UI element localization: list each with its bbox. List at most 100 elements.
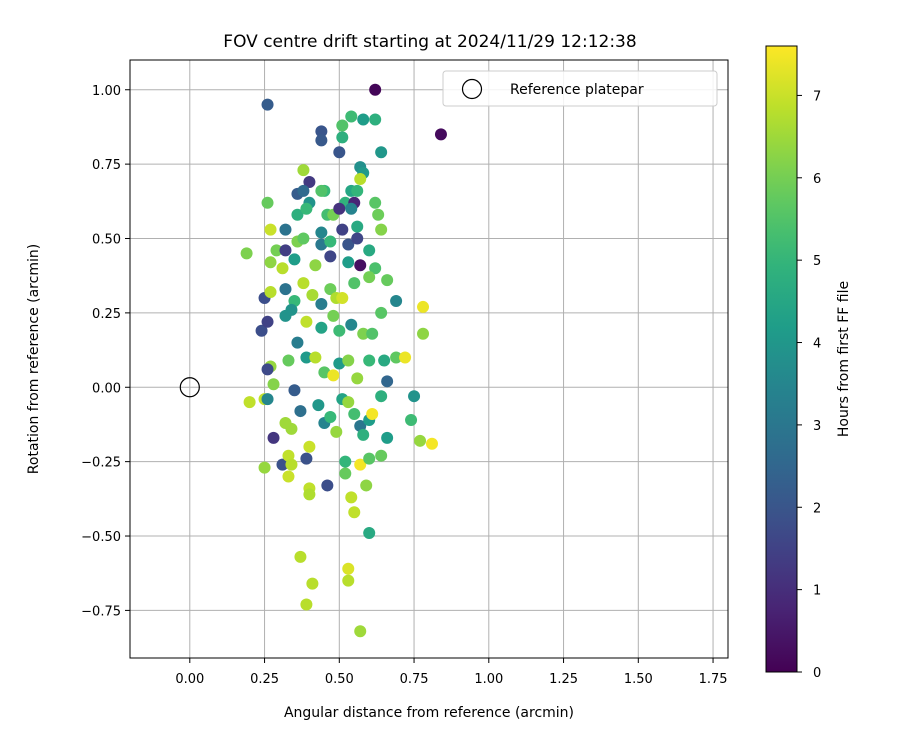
colorbar-tick-label: 6 (813, 172, 821, 187)
data-point (369, 196, 382, 209)
data-point (369, 83, 382, 96)
data-point (345, 202, 358, 215)
colorbar-tick-label: 2 (813, 501, 821, 516)
data-point (279, 223, 292, 236)
data-point (354, 625, 367, 638)
x-tick-label: 1.00 (474, 672, 503, 687)
data-point (324, 411, 337, 424)
data-point (303, 440, 316, 453)
data-point (342, 562, 355, 575)
data-point (267, 378, 280, 391)
data-point (375, 390, 388, 403)
data-point (303, 175, 316, 188)
data-point (342, 238, 355, 251)
colorbar-tick-label: 1 (813, 584, 821, 599)
x-tick-label: 0.25 (250, 672, 279, 687)
data-point (261, 315, 274, 328)
data-point (279, 244, 292, 257)
data-point (306, 577, 319, 590)
data-point (363, 452, 376, 465)
colorbar-gradient (766, 46, 797, 672)
data-point (366, 408, 379, 421)
data-point (336, 223, 349, 236)
data-point (381, 274, 394, 287)
data-point (351, 220, 364, 233)
legend: Reference platepar (442, 70, 718, 107)
reference-marker (179, 377, 200, 398)
data-point (309, 351, 322, 364)
legend-reference-icon (461, 78, 483, 100)
data-point (282, 470, 295, 483)
data-point (354, 173, 367, 186)
data-point (390, 294, 403, 307)
data-point (351, 372, 364, 385)
x-tick-label: 1.75 (699, 672, 728, 687)
chart-title: FOV centre drift starting at 2024/11/29 … (223, 32, 636, 52)
data-point (291, 208, 304, 221)
y-axis-label: Rotation from reference (arcmin) (26, 244, 42, 474)
data-point (294, 550, 307, 563)
data-point (414, 434, 427, 447)
data-point (381, 431, 394, 444)
data-point (342, 396, 355, 409)
data-point (354, 458, 367, 471)
data-point (291, 336, 304, 349)
colorbar-tick-label: 4 (813, 337, 821, 352)
grid (130, 60, 728, 658)
data-point (339, 467, 352, 480)
data-point (351, 184, 364, 197)
data-point (357, 327, 370, 340)
data-point (300, 315, 313, 328)
data-point (363, 271, 376, 284)
data-point (342, 354, 355, 367)
y-tick-label: −0.25 (81, 456, 121, 471)
data-point (333, 146, 346, 159)
data-point (261, 196, 274, 209)
data-point (354, 259, 367, 272)
data-point (300, 452, 313, 465)
data-point (315, 184, 328, 197)
data-point (378, 354, 391, 367)
colorbar: 0 1 2 3 4 5 6 7 Hours from first FF file (765, 45, 852, 681)
data-point (405, 413, 418, 426)
reference-marker-group (179, 377, 200, 398)
data-point (315, 226, 328, 239)
x-axis-ticks: 0.00 0.25 0.50 0.75 1.00 1.25 1.50 1.75 (175, 658, 728, 687)
y-axis-ticks: −0.75 −0.50 −0.25 0.00 0.25 0.50 0.75 1.00 (81, 84, 130, 619)
data-point (381, 375, 394, 388)
data-point (375, 146, 388, 159)
data-point (312, 399, 325, 412)
data-point (264, 256, 277, 269)
data-point (336, 119, 349, 132)
data-point (285, 458, 298, 471)
data-point (363, 354, 376, 367)
data-point (288, 384, 301, 397)
data-point (345, 318, 358, 331)
data-point (342, 574, 355, 587)
y-tick-label: 1.00 (92, 84, 121, 99)
data-point (303, 488, 316, 501)
data-point (285, 303, 298, 316)
data-point (348, 277, 361, 290)
data-point (336, 292, 349, 305)
data-point (276, 262, 289, 275)
data-point (366, 327, 379, 340)
data-point (264, 286, 277, 299)
data-point (261, 98, 274, 111)
data-point (315, 134, 328, 147)
data-point (300, 202, 313, 215)
data-point (270, 244, 283, 257)
data-point (434, 128, 447, 141)
y-tick-label: −0.50 (81, 530, 121, 545)
y-tick-label: 0.25 (92, 307, 121, 322)
data-point (315, 297, 328, 310)
data-point (425, 437, 438, 450)
x-axis-label: Angular distance from reference (arcmin) (284, 705, 574, 721)
data-point (297, 164, 310, 177)
colorbar-ticks: 0 1 2 3 4 5 6 7 (797, 89, 821, 681)
y-tick-label: 0.75 (92, 158, 121, 173)
data-point (417, 327, 430, 340)
data-point (348, 408, 361, 421)
